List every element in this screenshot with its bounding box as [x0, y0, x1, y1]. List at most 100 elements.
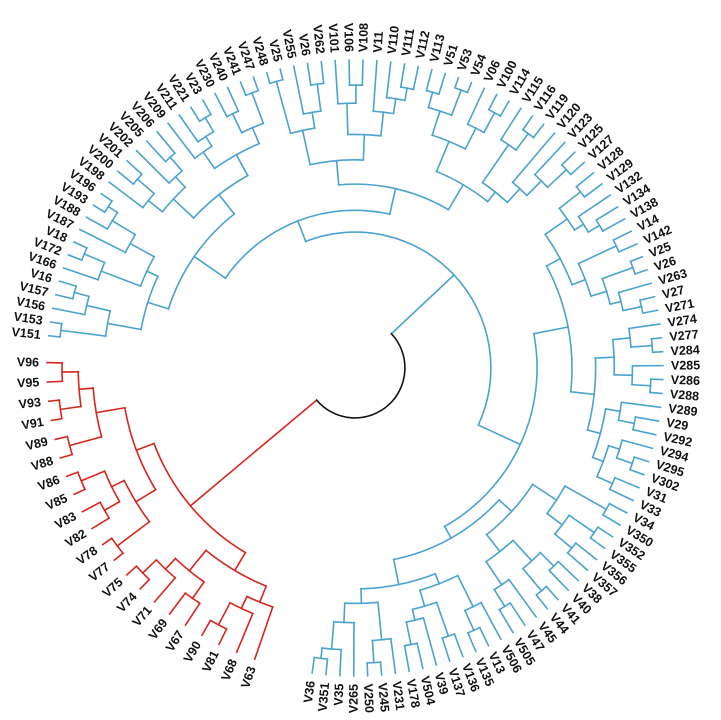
leaf-label: V274 [667, 312, 698, 330]
branch-radial [418, 589, 426, 608]
branch-arc [545, 485, 567, 515]
leaf-label: V351 [315, 682, 332, 712]
branch-arc [586, 357, 597, 432]
branch-radial [545, 585, 560, 601]
branch-radial [493, 588, 506, 608]
branch-radial [146, 301, 170, 310]
leaf-label: V111 [399, 27, 417, 57]
branch-arc [650, 337, 654, 354]
branch-radial [174, 175, 187, 189]
branch-arc [106, 211, 119, 231]
branch-radial [481, 143, 510, 184]
branch-radial [390, 273, 456, 335]
branch-radial [125, 565, 138, 577]
leaf-label: V110 [385, 25, 402, 55]
branch-arc [427, 106, 453, 117]
branch-radial [101, 537, 113, 546]
branch-radial [204, 135, 213, 148]
branch-arc [193, 145, 213, 160]
branch-radial [226, 86, 240, 113]
branch-radial [335, 159, 340, 186]
branch-radial [560, 151, 576, 167]
branch-radial [258, 585, 268, 604]
branch-arc [99, 501, 111, 520]
branch-radial [441, 637, 451, 663]
branch-radial [641, 309, 659, 315]
branch-radial [116, 520, 151, 547]
branch-radial [482, 111, 496, 134]
branch-radial [214, 92, 228, 118]
branch-arc [313, 656, 329, 660]
branch-arc [443, 332, 538, 528]
branch-radial [68, 435, 103, 447]
branch-radial [634, 416, 660, 423]
branch-radial [91, 516, 111, 530]
branch-radial [575, 171, 595, 188]
branch-radial [629, 255, 644, 263]
leaf-label: V288 [669, 387, 699, 403]
leaf-label: V262 [310, 24, 327, 55]
leaf-label: V112 [413, 29, 433, 60]
leaf-label: V106 [341, 23, 356, 53]
branch-radial [83, 252, 106, 264]
leaf-label: V101 [326, 23, 342, 53]
branch-radial [613, 476, 640, 489]
branch-radial [191, 580, 206, 600]
leaf-label: V91 [20, 415, 44, 433]
branch-arc [535, 585, 548, 597]
branch-radial [95, 406, 126, 414]
branch-radial [608, 488, 635, 502]
leaf-label: V245 [375, 682, 391, 712]
branch-radial [250, 91, 265, 125]
branch-radial [100, 192, 114, 203]
branch-radial [252, 76, 260, 92]
branch-radial [596, 526, 614, 538]
branch-arc [366, 661, 382, 664]
branch-radial [633, 268, 648, 275]
branch-arc [337, 102, 357, 105]
branch-radial [62, 266, 100, 281]
leaf-label: V68 [219, 657, 240, 683]
leaf-label: V271 [664, 296, 695, 315]
branch-radial [589, 536, 606, 550]
branch-radial [292, 65, 305, 115]
branch-radial [486, 190, 497, 203]
branch-radial [563, 485, 608, 511]
branch-arc [76, 471, 86, 491]
branch-radial [577, 194, 612, 218]
branch-radial [485, 533, 502, 553]
branch-radial [403, 87, 409, 102]
leaf-label: V250 [361, 683, 376, 713]
branch-arc [595, 218, 604, 233]
branch-radial [47, 399, 61, 403]
branch-radial [240, 595, 249, 610]
branch-radial [116, 170, 135, 186]
branch-radial [189, 398, 318, 507]
branch-radial [622, 305, 643, 312]
branch-radial [67, 253, 83, 262]
branch-arc [97, 261, 106, 281]
branch-radial [107, 205, 119, 214]
branch-arc [544, 233, 574, 286]
branch-radial [477, 423, 522, 446]
branch-radial [466, 87, 486, 126]
branch-radial [217, 627, 228, 646]
leaf-label: V26 [296, 33, 313, 57]
branch-radial [443, 525, 453, 540]
branch-radial [73, 488, 86, 496]
branch-arc [196, 130, 215, 143]
branch-arc [224, 209, 391, 280]
branch-radial [601, 217, 626, 233]
branch-arc [174, 557, 206, 584]
leaf-label: V26 [652, 254, 678, 274]
leaf-label: V255 [280, 28, 300, 59]
branch-arc [484, 539, 515, 563]
branch-radial [511, 539, 533, 562]
leaf-label: V85 [44, 491, 70, 513]
branch-radial [548, 569, 570, 592]
branch-radial [509, 601, 526, 627]
branch-radial [49, 321, 63, 325]
leaf-label: V151 [11, 325, 42, 342]
branch-arc [229, 601, 254, 615]
branch-radial [46, 380, 64, 383]
